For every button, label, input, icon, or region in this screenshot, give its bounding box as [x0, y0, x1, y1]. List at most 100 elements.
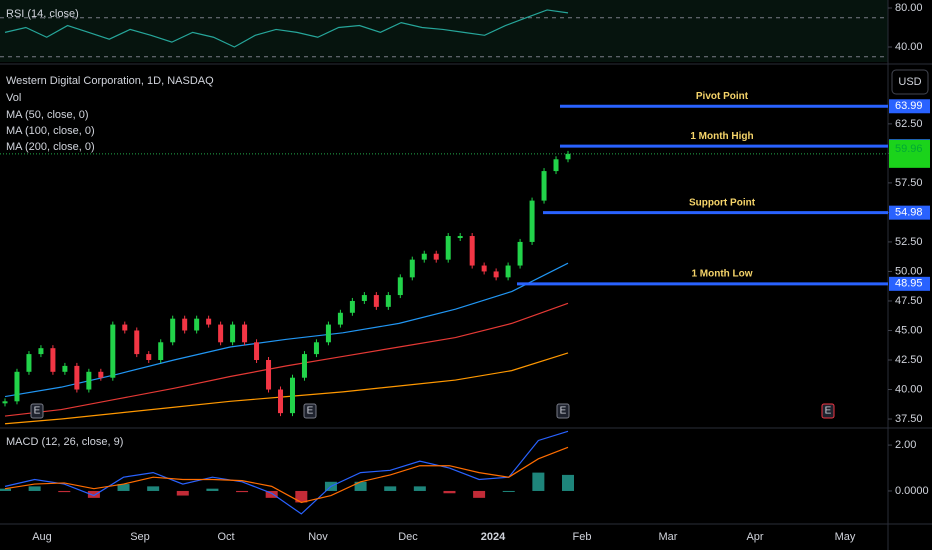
- x-tick-label: Nov: [308, 531, 328, 543]
- x-tick-label: Apr: [746, 531, 763, 543]
- macd-histogram: [176, 490, 189, 496]
- y-tick-label: 42.50: [895, 354, 923, 366]
- candle: [242, 324, 248, 343]
- macd-histogram: [28, 486, 41, 491]
- candle: [146, 354, 152, 360]
- candle: [158, 342, 164, 360]
- macd-histogram: [384, 486, 397, 491]
- moving-average: [4, 262, 569, 398]
- candle: [62, 365, 68, 372]
- macd-histogram: [0, 488, 11, 491]
- candle: [397, 277, 403, 296]
- macd-label: MACD (12, 26, close, 9): [6, 436, 123, 448]
- level-tag: [889, 276, 930, 291]
- candle: [110, 324, 116, 378]
- y-tick-label: 2.00: [895, 439, 916, 451]
- candle: [182, 318, 188, 331]
- candle: [469, 236, 475, 266]
- y-tick-label: 45.00: [895, 324, 923, 336]
- candle: [230, 324, 236, 343]
- candle: [505, 265, 511, 278]
- level-name: 1 Month Low: [691, 268, 752, 279]
- candle: [86, 371, 92, 390]
- macd-line: [4, 430, 569, 515]
- candle: [14, 371, 20, 402]
- earnings-marker: [821, 403, 835, 419]
- x-tick-label: Feb: [573, 531, 592, 543]
- x-tick-label: Oct: [217, 531, 234, 543]
- currency[interactable]: USD: [898, 76, 921, 88]
- level-name: Pivot Point: [696, 91, 749, 102]
- ma200-label: MA (200, close, 0): [6, 141, 95, 153]
- rsi-line: [4, 9, 569, 48]
- candle: [541, 171, 547, 201]
- y-tick-label: 40.00: [895, 41, 923, 53]
- currency-button[interactable]: [891, 69, 929, 95]
- earnings-marker: [30, 403, 44, 419]
- macd-histogram: [443, 490, 456, 494]
- candle: [445, 236, 451, 260]
- y-tick-label: 80.00: [895, 2, 923, 14]
- candle: [206, 318, 212, 325]
- macd-histogram: [354, 481, 367, 491]
- candle: [457, 236, 463, 239]
- candle: [337, 312, 343, 325]
- candle: [553, 159, 559, 172]
- candle: [361, 295, 367, 301]
- level-tag: [889, 205, 930, 220]
- candle: [74, 365, 80, 390]
- macd-histogram: [147, 486, 160, 491]
- candle: [194, 318, 200, 331]
- macd-histogram: [87, 490, 100, 498]
- x-tick-label: Mar: [659, 531, 678, 543]
- level-tag: [889, 99, 930, 114]
- macd-histogram: [532, 472, 545, 491]
- macd-histogram: [58, 490, 71, 493]
- candle: [122, 324, 128, 331]
- earnings-label: E: [34, 406, 41, 417]
- last-price: 59.96: [895, 143, 923, 155]
- level-value: 48.95: [895, 278, 923, 290]
- level-value: 54.98: [895, 207, 923, 219]
- earnings-marker: [303, 403, 317, 419]
- candle: [2, 401, 8, 404]
- candle: [26, 354, 32, 372]
- last-price-tag: [889, 139, 930, 168]
- candle: [218, 324, 224, 343]
- moving-average: [4, 302, 569, 417]
- y-tick-label: 37.50: [895, 413, 923, 425]
- y-tick-label: 57.50: [895, 177, 923, 189]
- candle: [254, 342, 260, 360]
- macd-histogram: [413, 486, 426, 491]
- candle: [278, 389, 284, 414]
- candle: [493, 271, 499, 278]
- moving-average: [4, 352, 569, 425]
- earnings-label: E: [307, 406, 314, 417]
- candle: [98, 371, 104, 378]
- earnings-label: E: [560, 406, 567, 417]
- x-tick-label: May: [835, 531, 856, 543]
- candle: [409, 259, 415, 278]
- candle: [421, 253, 427, 260]
- candle: [313, 342, 319, 355]
- volume-label: Vol: [6, 92, 21, 104]
- candle: [385, 295, 391, 307]
- y-tick-label: 47.50: [895, 295, 923, 307]
- candle: [38, 348, 44, 355]
- candle: [517, 241, 523, 266]
- x-tick-label: Dec: [398, 531, 418, 543]
- macd-histogram: [473, 490, 486, 498]
- signal-line: [4, 446, 569, 504]
- candle: [373, 295, 379, 307]
- candle: [433, 253, 439, 260]
- rsi-pane: [0, 0, 888, 62]
- ma50-label: MA (50, close, 0): [6, 109, 89, 121]
- candle: [349, 300, 355, 313]
- candle: [289, 377, 295, 414]
- x-tick-label: 2024: [481, 531, 506, 543]
- candle: [50, 348, 56, 372]
- earnings-label: E: [825, 406, 832, 417]
- y-tick-label: 0.0000: [895, 485, 929, 497]
- candle: [565, 153, 571, 160]
